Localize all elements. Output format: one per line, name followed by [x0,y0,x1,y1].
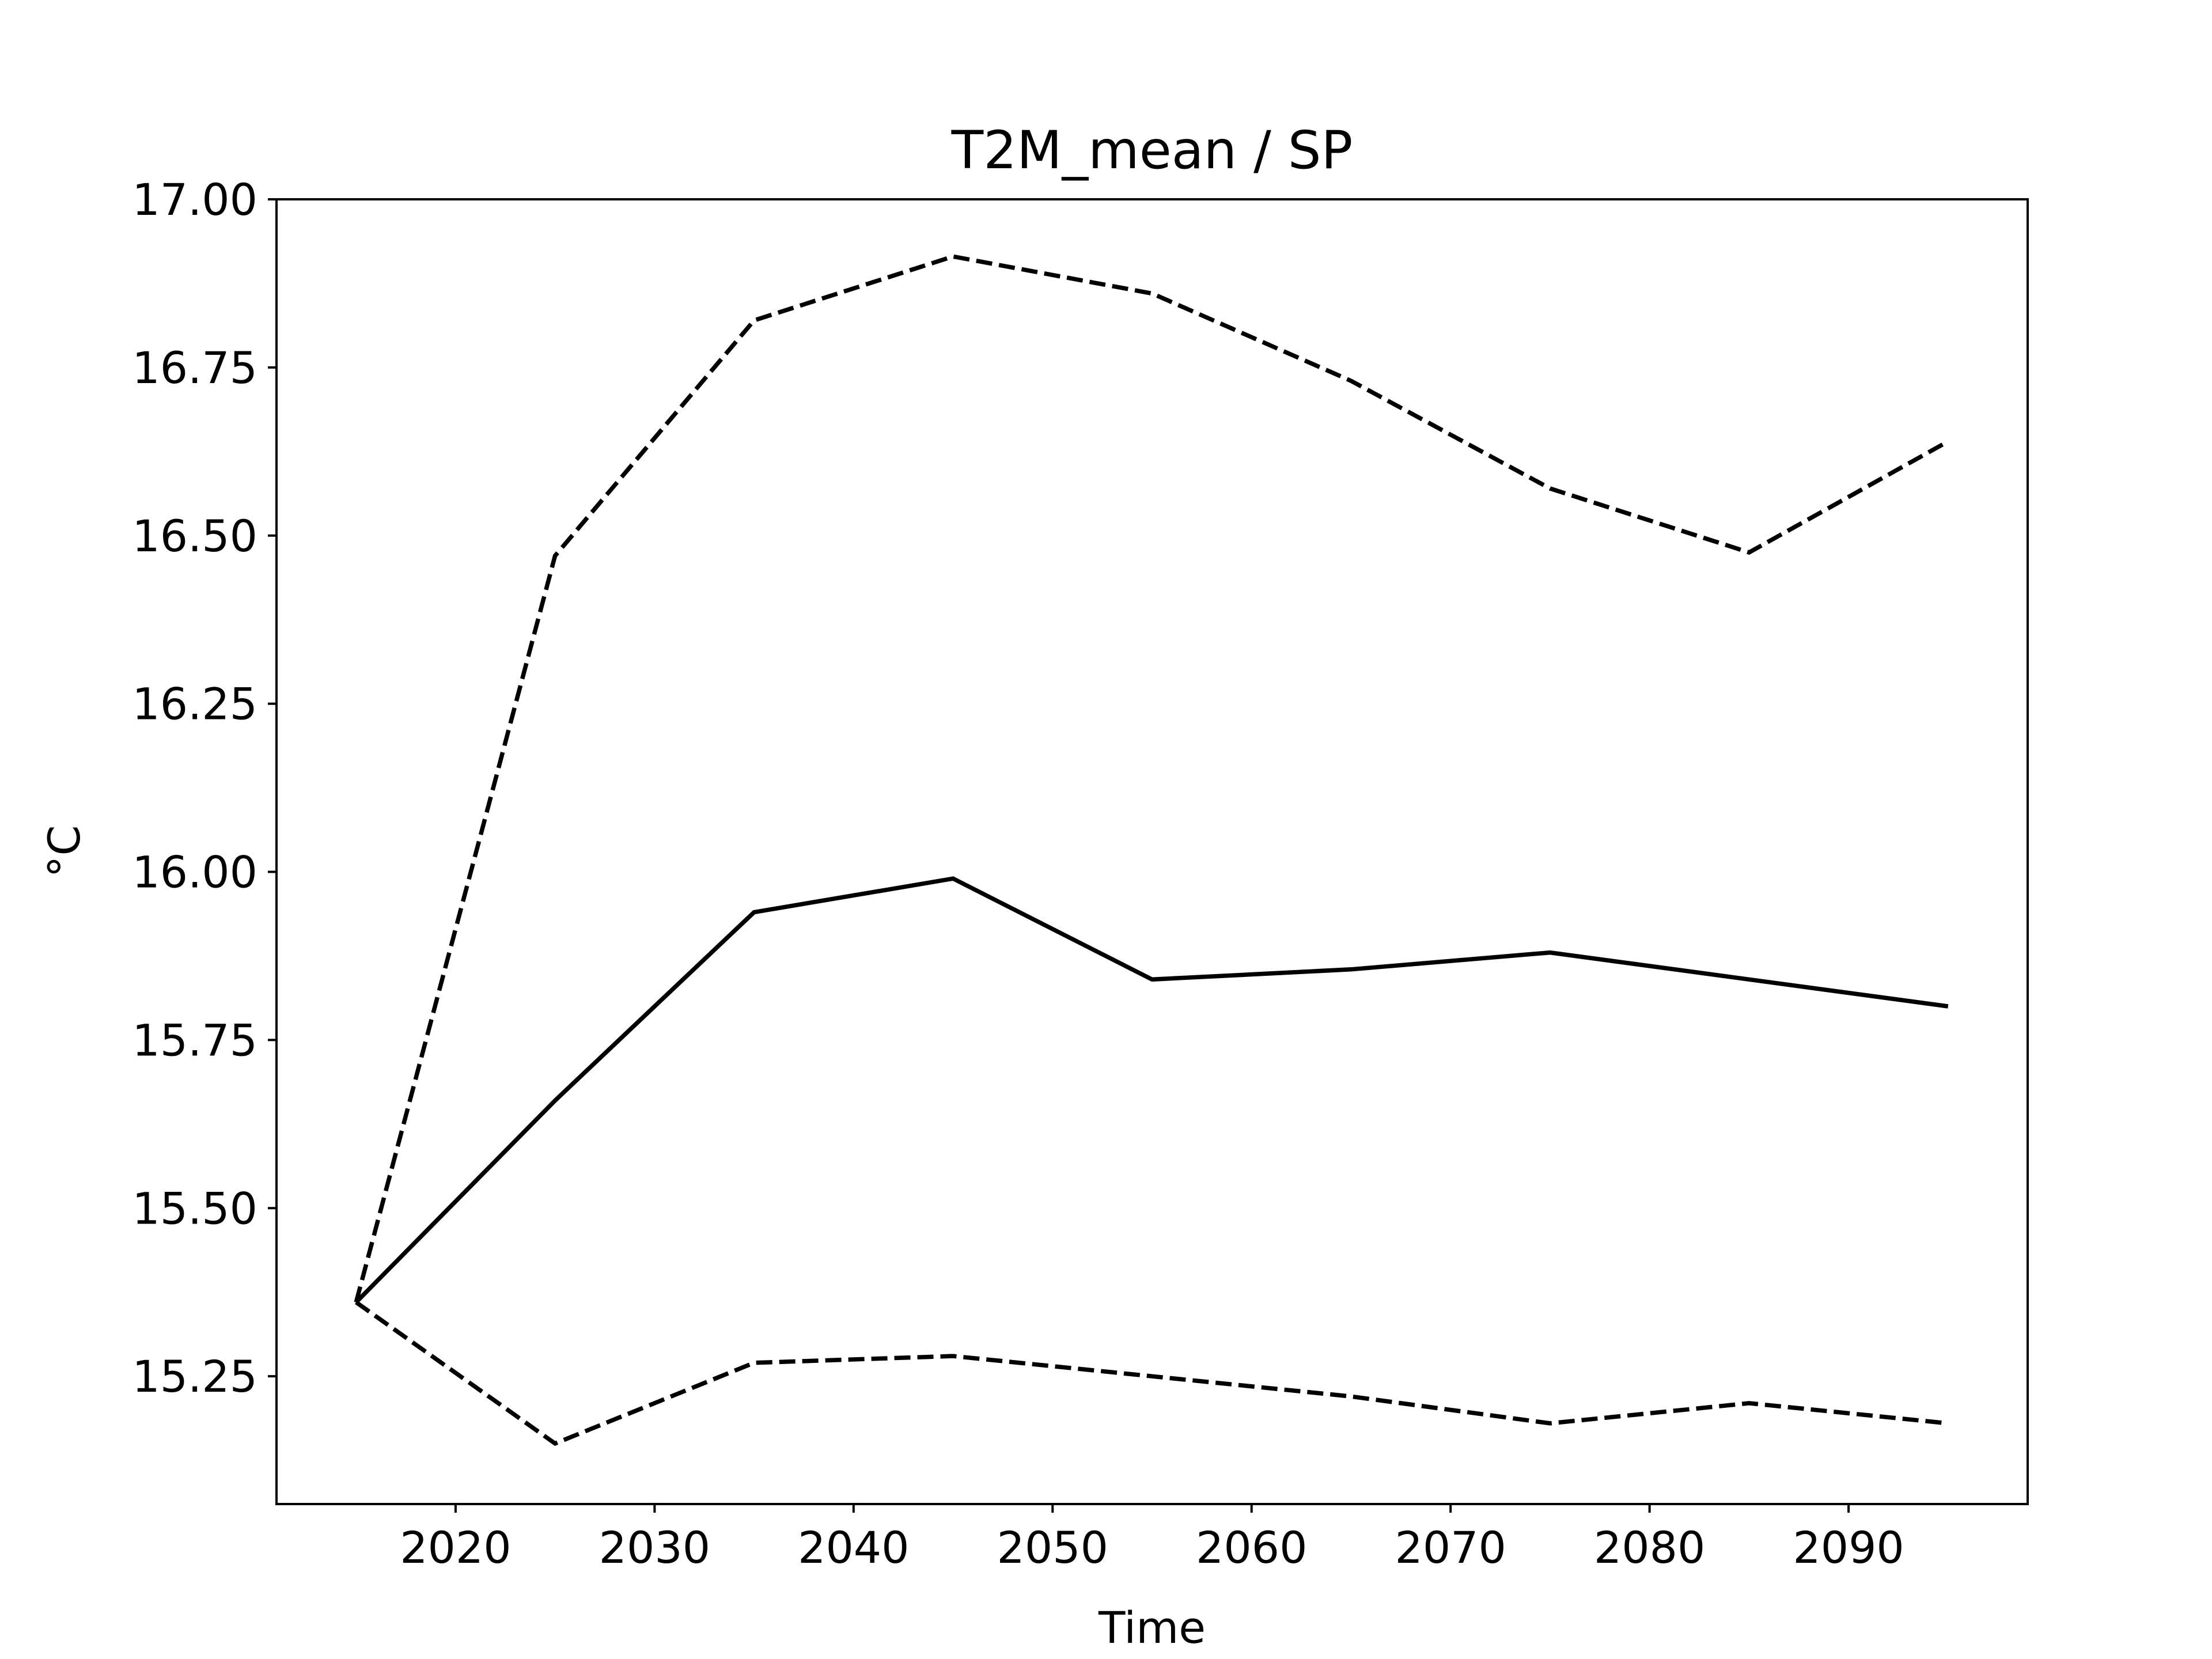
x-tick-label: 2080 [1594,1522,1705,1573]
x-tick-label: 2090 [1793,1522,1904,1573]
x-tick-label: 2070 [1395,1522,1506,1573]
y-tick-label: 17.00 [132,174,257,225]
y-tick-label: 16.50 [132,510,257,562]
plot-area: 2020 2030 2040 2050 2060 2070 2080 2090 15.25 15.… [132,174,1949,1573]
dashed-series-line-2 [355,1300,1949,1446]
y-tick-label: 15.50 [132,1183,257,1234]
axes-frame [275,198,2029,1505]
y-axis-label: °C [39,825,90,877]
y-tick-label: 16.00 [132,847,257,898]
x-tick-label: 2050 [997,1522,1108,1573]
chart-title: T2M_mean / SP [951,120,1353,181]
solid-series-line [354,876,1949,1304]
x-tick-label: 2040 [798,1522,909,1573]
y-tick-label: 15.25 [132,1351,257,1402]
y-tick-label: 16.75 [132,342,257,393]
x-tick-label: 2060 [1196,1522,1307,1573]
y-tick-label: 16.25 [132,679,257,730]
x-tick-label: 2030 [599,1522,710,1573]
x-tick-label: 2020 [400,1522,511,1573]
y-tick-label: 15.75 [132,1014,257,1066]
x-axis-label: Time [1098,1602,1206,1653]
dashed-series-line-1 [354,254,1949,1303]
